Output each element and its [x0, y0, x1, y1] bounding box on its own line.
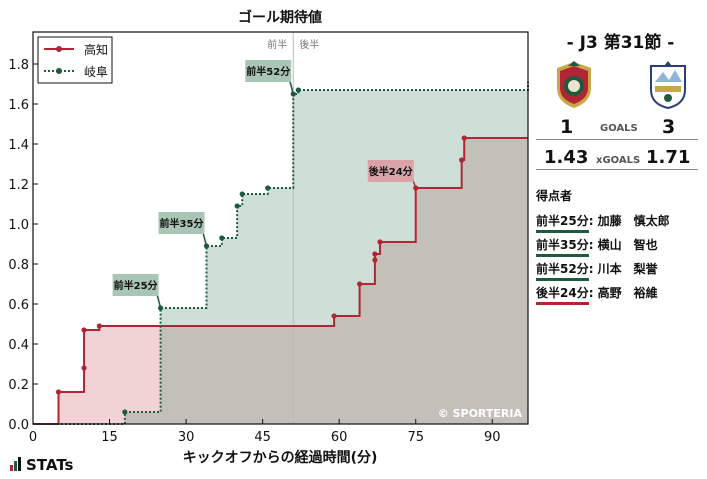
away-goals: 3 — [662, 116, 676, 138]
first-half-label: 前半 — [267, 38, 287, 51]
scorers-title: 得点者 — [536, 189, 573, 203]
scorer-time: 後半24分 — [536, 284, 589, 305]
x-tick-label: 30 — [178, 430, 195, 445]
series-point — [96, 323, 102, 329]
series-line-1 — [33, 82, 529, 425]
scorer-row: 前半52分: 川本 梨誉 — [536, 260, 658, 281]
legend-marker — [56, 68, 62, 74]
annotation-box — [112, 274, 159, 296]
stats-logo-text: STATs — [26, 456, 74, 474]
series-fill-0 — [33, 138, 528, 424]
y-tick-label: 0.2 — [8, 378, 29, 393]
y-tick-label: 0.8 — [8, 258, 29, 273]
series-point — [219, 235, 225, 241]
chart-title: ゴール期待値 — [238, 9, 322, 26]
series-fills — [33, 82, 528, 424]
legend-box — [37, 36, 113, 84]
legend-marker — [56, 46, 62, 52]
second-half-label: 後半 — [299, 38, 319, 51]
x-tick-label: 75 — [407, 430, 424, 445]
annotation-box — [158, 212, 205, 234]
series-line-0 — [33, 137, 528, 425]
series-point — [55, 389, 62, 395]
annotation-label: 前半52分 — [246, 65, 290, 78]
y-tick-label: 1.0 — [8, 218, 29, 233]
annotation-box — [245, 60, 292, 82]
goals-row: 1 GOALS 3 — [534, 116, 698, 140]
annotation-label: 前半25分 — [114, 279, 158, 292]
scorer-row: 後半24分: 高野 裕維 — [536, 284, 658, 305]
home-xg: 1.43 — [544, 147, 589, 168]
home-goals: 1 — [560, 116, 574, 138]
scorer-name: : 川本 梨誉 — [588, 262, 658, 276]
scorer-name: : 加藤 慎太郎 — [588, 214, 670, 228]
plot-frame — [32, 31, 529, 425]
series-lines — [33, 82, 529, 425]
y-tick-label: 1.2 — [8, 178, 29, 193]
x-tick-label: 15 — [101, 430, 118, 445]
away-team-crest — [645, 60, 691, 110]
x-tick-label: 90 — [484, 430, 501, 445]
y-tick-label: 0.0 — [8, 418, 29, 433]
series-point — [459, 157, 465, 163]
goals-label: GOALS — [600, 123, 638, 134]
legend-label: 岐阜 — [84, 65, 108, 79]
series-point — [81, 365, 87, 371]
series-point — [377, 239, 383, 245]
series-point — [122, 409, 128, 415]
series-point — [372, 257, 378, 263]
divider — [536, 169, 698, 170]
scorer-name: : 横山 智也 — [588, 238, 658, 252]
stats-logo: STATs — [10, 456, 73, 475]
match-summary-panel: - J3 第31節 - 1 GOALS 3 1.43 xGOALS 1.71 得… — [534, 0, 707, 479]
annotation-label: 前半35分 — [160, 217, 204, 230]
bar-chart-icon — [10, 457, 22, 475]
scorer-time: 前半25分 — [536, 212, 589, 233]
x-tick-label: 0 — [29, 430, 37, 445]
series-point — [461, 135, 467, 141]
series-point — [234, 203, 240, 209]
axes: 0 15 30 45 60 75 90 0.0 0.2 0.4 0.6 0.8 1.0 1.2 1.4 1.6… — [8, 31, 529, 445]
home-team-crest — [551, 60, 597, 110]
y-tick-label: 0.4 — [8, 338, 29, 353]
half-time-line: 前半 後半 — [267, 32, 319, 424]
series-point — [331, 313, 337, 319]
x-axis-label: キックオフからの経過時間(分) — [183, 449, 378, 466]
x-tick-label: 45 — [254, 430, 271, 445]
goal-chance-points — [55, 87, 467, 415]
series-point — [356, 281, 363, 287]
divider — [536, 139, 698, 140]
series-point — [239, 191, 245, 197]
match-title: - J3 第31節 - — [566, 33, 675, 53]
away-xg: 1.71 — [646, 147, 691, 168]
y-tick-label: 1.8 — [8, 58, 29, 73]
y-tick-label: 1.4 — [8, 138, 29, 153]
series-point — [265, 185, 271, 191]
watermark: © SPORTERIA — [438, 407, 523, 420]
annotation-label: 後半24分 — [369, 165, 413, 178]
x-tick-label: 60 — [331, 430, 348, 445]
series-point — [295, 87, 301, 93]
legend-label: 高知 — [84, 42, 108, 57]
series-point — [372, 251, 378, 257]
y-tick-label: 1.6 — [8, 98, 29, 113]
scorer-time: 前半52分 — [536, 260, 589, 281]
scorer-row: 前半35分: 横山 智也 — [536, 236, 658, 257]
y-tick-label: 0.6 — [8, 298, 29, 313]
xgoals-label: xGOALS — [596, 155, 641, 166]
annotation-box — [367, 160, 414, 182]
series-point — [81, 327, 87, 333]
xgoals-row: 1.43 xGOALS 1.71 — [534, 147, 698, 171]
scorer-name: : 高野 裕維 — [588, 286, 658, 300]
scorer-time: 前半35分 — [536, 236, 589, 257]
scorer-row: 前半25分: 加藤 慎太郎 — [536, 212, 670, 233]
